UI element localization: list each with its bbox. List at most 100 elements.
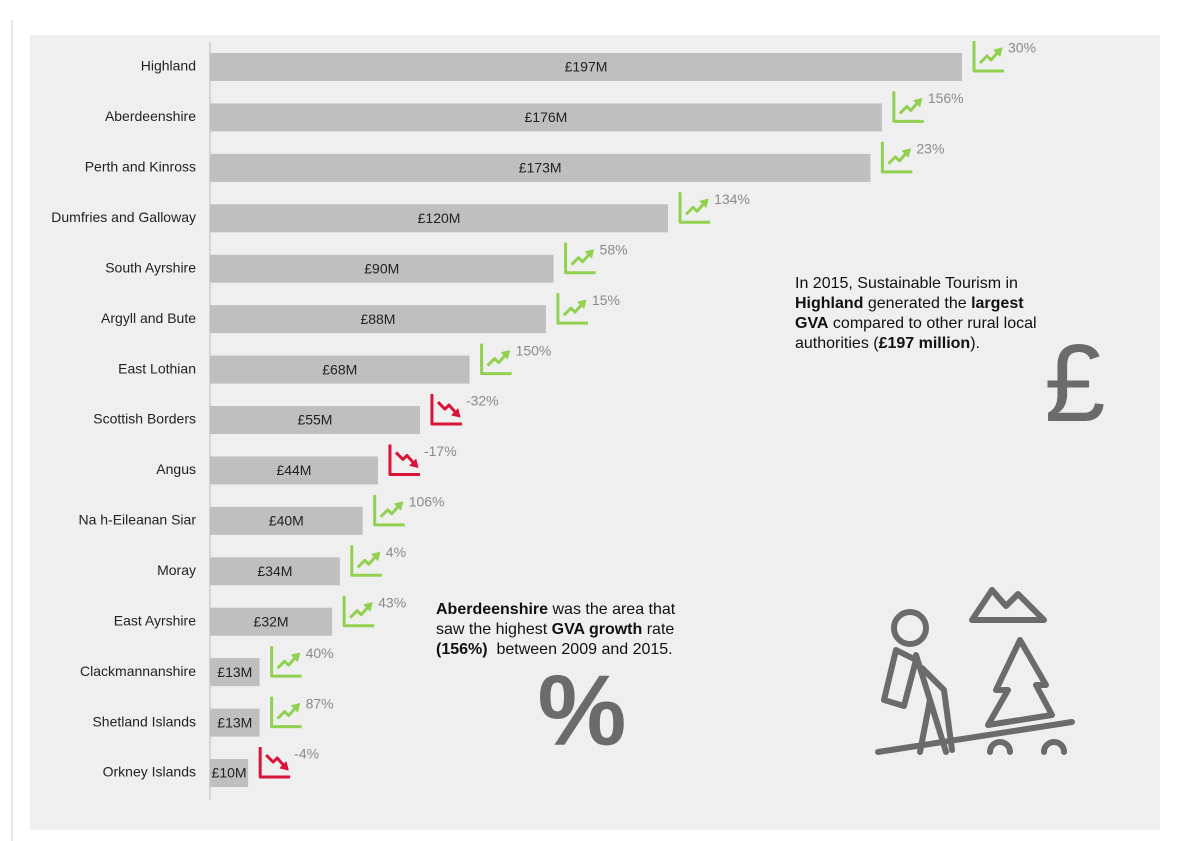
icon-trend (685, 201, 707, 216)
bar (210, 103, 882, 132)
icon-axes (350, 545, 382, 577)
icon-arrow (409, 458, 419, 468)
category-label: Aberdeenshire (105, 108, 196, 124)
growth-label: 30% (1008, 40, 1036, 56)
annotation-line: authorities (£197 million). (795, 335, 980, 352)
icon-arrow (577, 299, 587, 309)
growth-label: 156% (928, 90, 964, 106)
icon-axes (480, 343, 512, 376)
icon-arrow (291, 652, 301, 662)
growth-icon (556, 293, 588, 325)
bar (210, 607, 333, 636)
category-label: Na h-Eileanan Siar (78, 512, 196, 528)
icon-arrow (451, 408, 461, 418)
category-label: Perth and Kinross (85, 159, 196, 175)
icon-axes (556, 293, 588, 325)
growth-icon (480, 343, 512, 376)
annotation-symbol: £ (1044, 322, 1105, 445)
category-label: Orkney Islands (103, 764, 196, 780)
annotation-run: between 2009 and 2015. (488, 641, 673, 658)
annotation-run: Highland (795, 295, 863, 312)
bar-value-label: £88M (360, 311, 395, 327)
growth-label: 58% (600, 241, 628, 257)
bar-value-label: £68M (322, 361, 357, 377)
bar-value-label: £34M (257, 563, 292, 579)
bar (210, 456, 378, 485)
bar-value-label: £90M (364, 260, 399, 276)
category-label: Highland (141, 58, 196, 74)
annotation-run: rate (642, 621, 674, 638)
icon-trend (394, 451, 417, 466)
growth-label: 134% (714, 191, 750, 207)
icon-trend (379, 503, 401, 518)
annotation-line: In 2015, Sustainable Tourism in (795, 275, 1018, 292)
growth-label: -17% (424, 443, 457, 459)
icon-arrow (371, 551, 381, 561)
growth-label: 150% (516, 342, 552, 358)
bar (210, 53, 962, 81)
bar-value-label: £10M (212, 765, 247, 781)
annotation-run: GVA (795, 315, 829, 332)
bar-value-label: £197M (565, 59, 608, 75)
growth-label: 43% (378, 594, 406, 610)
bar (210, 305, 546, 334)
icon-axes (430, 394, 462, 426)
icon-trend (887, 150, 909, 165)
bar (210, 254, 554, 283)
bar-value-label: £44M (276, 462, 311, 478)
bar-value-label: £13M (217, 664, 252, 680)
bar (210, 557, 340, 586)
annotation-symbol: % (538, 654, 627, 766)
icon-axes (678, 192, 711, 224)
category-label: Clackmannanshire (80, 663, 196, 679)
annotation-run: £197 million (879, 335, 971, 352)
category-label: Argyll and Bute (101, 310, 196, 326)
icon-axes (564, 242, 596, 275)
bar-value-label: £173M (519, 160, 562, 176)
growth-icon (342, 595, 375, 628)
growth-label: 87% (306, 695, 334, 711)
category-label: Scottish Borders (93, 411, 196, 427)
bar (210, 658, 260, 687)
bar-value-label: £120M (418, 210, 461, 226)
annotation-run: largest (971, 295, 1024, 312)
bar (210, 506, 363, 535)
bar-value-label: £32M (254, 613, 289, 629)
growth-icon (972, 41, 1004, 73)
category-label: East Ayrshire (114, 612, 196, 628)
annotation-run: generated the (863, 295, 971, 312)
growth-label: -4% (294, 746, 319, 762)
bar-value-label: £176M (525, 109, 568, 125)
growth-label: -32% (466, 393, 499, 409)
icon-axes (388, 444, 420, 476)
icon-arrow (993, 47, 1003, 57)
icon-arrow (699, 198, 709, 208)
growth-label: 15% (592, 292, 620, 308)
annotation-run: In 2015, Sustainable Tourism in (795, 275, 1018, 292)
icon-trend (356, 554, 378, 569)
bar-value-label: £55M (297, 412, 332, 428)
icon-arrow (501, 350, 511, 360)
bar (210, 406, 420, 435)
category-label: Dumfries and Galloway (51, 209, 196, 225)
icon-axes (972, 41, 1004, 73)
hiker-icon (875, 587, 1075, 755)
annotation-run: Aberdeenshire (436, 601, 548, 618)
bar (210, 204, 669, 233)
icon-trend (276, 655, 298, 670)
annotation-run: authorities ( (795, 335, 879, 352)
annotation-line: (156%) between 2009 and 2015. (436, 641, 673, 658)
bar (210, 355, 470, 384)
growth-icon (270, 696, 302, 729)
annotation-run: ). (970, 335, 980, 352)
icon-arrow (394, 501, 404, 511)
growth-label: 40% (306, 645, 334, 661)
icon-axes (270, 646, 302, 678)
icon-trend (562, 302, 585, 317)
category-label: Angus (156, 461, 196, 477)
icon-axes (892, 91, 924, 123)
annotation-line: GVA compared to other rural local (795, 315, 1037, 332)
category-label: East Lothian (118, 360, 196, 376)
icon-trend (898, 100, 920, 115)
